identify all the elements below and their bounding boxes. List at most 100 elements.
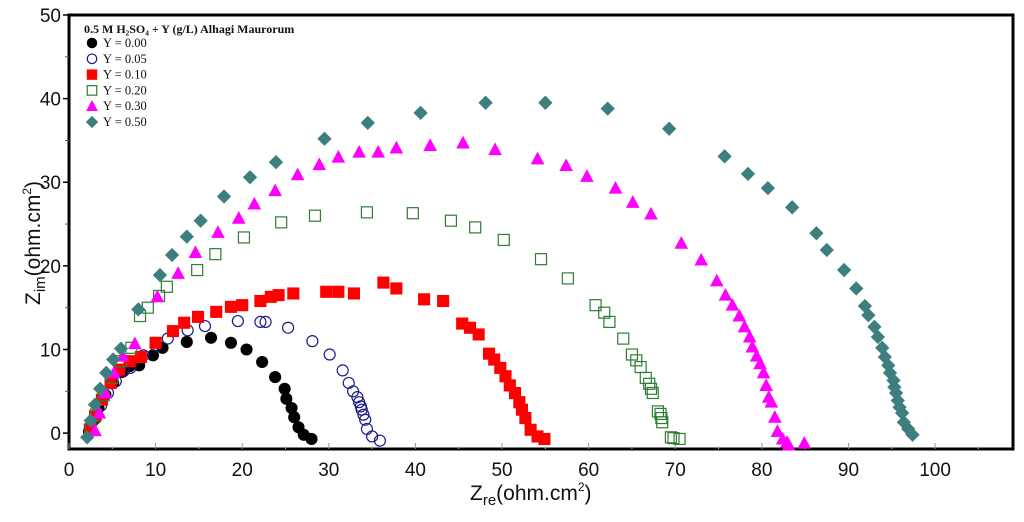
data-point <box>785 200 800 215</box>
data-point <box>478 95 493 110</box>
data-point <box>323 348 336 361</box>
data-point <box>760 180 776 196</box>
data-point <box>390 282 403 295</box>
data-point <box>134 350 147 364</box>
legend-item: Y = 0.05 <box>86 52 147 66</box>
data-point <box>538 432 551 446</box>
legend: 0.5 M H₂SO₄ + Y (g/L) Alhagi Maurorum Y … <box>84 22 294 129</box>
data-point <box>191 263 204 277</box>
legend-item: Y = 0.20 <box>86 83 147 97</box>
data-point <box>654 407 667 420</box>
data-point <box>472 328 485 341</box>
data-point <box>278 382 291 395</box>
data-point <box>247 196 262 210</box>
data-point <box>128 336 142 350</box>
x-tick-label: 60 <box>578 460 599 481</box>
data-point <box>231 211 246 224</box>
data-point <box>580 169 594 182</box>
data-point <box>499 370 512 383</box>
data-point <box>674 236 689 249</box>
data-point <box>894 405 910 421</box>
data-point <box>519 412 532 425</box>
data-point <box>305 432 318 446</box>
legend-label: Y = 0.50 <box>103 115 147 129</box>
data-point <box>559 158 573 172</box>
data-point <box>655 411 668 425</box>
data-point <box>224 300 238 313</box>
legend-title: 0.5 M H₂SO₄ + Y (g/L) Alhagi Maurorum <box>84 22 294 36</box>
data-point <box>152 267 168 283</box>
data-point <box>268 183 282 197</box>
data-point <box>497 233 510 247</box>
data-point <box>423 138 437 151</box>
x-tick-label: 50 <box>491 460 512 481</box>
legend-marker <box>86 100 98 111</box>
x-tick-label: 20 <box>232 460 253 481</box>
data-point <box>768 410 782 423</box>
data-point <box>98 385 113 399</box>
data-point <box>282 321 295 334</box>
data-point <box>287 287 300 300</box>
x-tick-label: 40 <box>405 460 426 481</box>
data-point <box>272 289 285 302</box>
data-point <box>469 221 482 234</box>
data-point <box>290 167 305 181</box>
data-point <box>589 299 602 312</box>
data-point <box>332 285 345 298</box>
data-point <box>905 427 920 442</box>
series-y-0-30 <box>88 135 812 451</box>
data-point <box>644 206 658 220</box>
data-point <box>146 349 160 362</box>
data-point <box>83 413 98 428</box>
data-point <box>377 276 390 289</box>
data-point <box>224 336 238 349</box>
data-point <box>406 207 419 220</box>
data-point <box>204 331 218 344</box>
legend-marker <box>86 53 98 65</box>
y-tick-label: 20 <box>40 257 61 278</box>
data-point <box>242 170 258 185</box>
data-point <box>178 316 191 329</box>
data-point <box>92 405 107 419</box>
data-point <box>357 408 370 421</box>
y-tick-label: 50 <box>40 6 61 27</box>
x-axis-title: Zre(ohm.cm2) <box>470 480 592 509</box>
legend-marker <box>85 115 99 129</box>
data-point <box>603 315 616 328</box>
data-point <box>456 135 470 149</box>
data-point <box>113 341 129 356</box>
legend-label: Y = 0.20 <box>103 83 147 97</box>
legend-marker <box>86 69 98 80</box>
legend-item: Y = 0.50 <box>85 115 147 129</box>
data-point <box>131 302 146 317</box>
data-point <box>237 231 251 244</box>
legend-label: Y = 0.05 <box>103 52 147 66</box>
data-point <box>418 293 431 306</box>
data-point <box>508 386 522 400</box>
data-point <box>366 430 379 443</box>
data-point <box>87 397 103 412</box>
data-point <box>188 245 203 258</box>
data-point <box>269 371 282 384</box>
data-point <box>742 329 757 343</box>
series-y-0-50 <box>80 95 920 445</box>
y-tick-label: 10 <box>40 340 61 361</box>
data-point <box>737 319 752 333</box>
y-axis: 0 10 20 30 40 50 <box>40 6 69 445</box>
data-point <box>336 364 349 377</box>
data-point <box>444 214 458 227</box>
data-point <box>308 209 322 222</box>
data-point <box>360 206 374 219</box>
data-point <box>254 294 267 308</box>
data-point <box>331 150 346 163</box>
y-axis-title: Zim(ohm.cm2) <box>20 181 49 305</box>
data-point <box>709 273 724 287</box>
x-tick-label: 100 <box>919 460 951 481</box>
data-point <box>99 365 114 381</box>
data-point <box>561 272 574 285</box>
data-point <box>673 432 686 446</box>
legend-marker <box>86 37 98 49</box>
data-point <box>797 435 812 449</box>
data-point <box>280 392 293 405</box>
data-point <box>759 378 773 391</box>
